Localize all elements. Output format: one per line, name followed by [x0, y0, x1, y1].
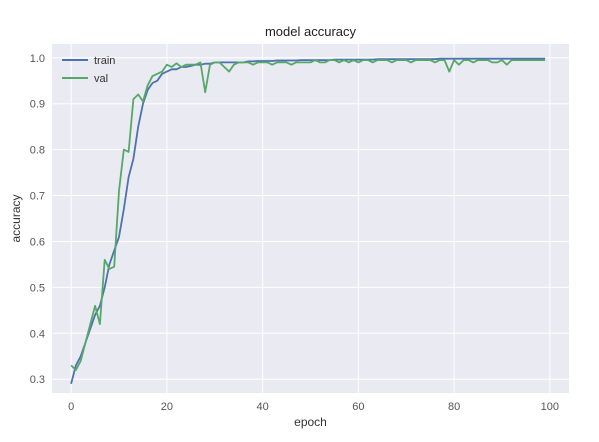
- series-line-val: [70, 59, 546, 371]
- x-tick-label: 40: [257, 401, 269, 413]
- x-tick-label: 60: [352, 401, 364, 413]
- x-tick-label: 0: [68, 401, 74, 413]
- legend: train val: [62, 55, 115, 85]
- x-axis-label: epoch: [294, 415, 327, 429]
- y-tick-label: 1.0: [30, 53, 45, 65]
- x-tick-label: 100: [541, 401, 559, 413]
- y-tick-label: 0.9: [30, 99, 45, 111]
- ticks: 0 20 40 60 80 100 0.3 0.4 0.5 0.6 0.7 0.8 0.9 1.0: [30, 53, 559, 413]
- y-tick-label: 0.4: [30, 328, 45, 340]
- legend-label-val: val: [94, 73, 108, 85]
- y-tick-label: 0.8: [30, 145, 45, 157]
- y-tick-label: 0.6: [30, 236, 45, 248]
- series-layer: [70, 57, 546, 385]
- plot-area: [52, 44, 569, 393]
- x-tick-label: 80: [448, 401, 460, 413]
- series-line-train: [70, 57, 546, 385]
- y-tick-label: 0.5: [30, 282, 45, 294]
- chart-title: model accuracy: [265, 24, 357, 39]
- y-tick-label: 0.7: [30, 191, 45, 203]
- grid: [52, 44, 569, 393]
- legend-label-train: train: [94, 55, 115, 67]
- x-tick-label: 20: [161, 401, 173, 413]
- y-axis-label: accuracy: [9, 194, 23, 242]
- y-tick-label: 0.3: [30, 374, 45, 386]
